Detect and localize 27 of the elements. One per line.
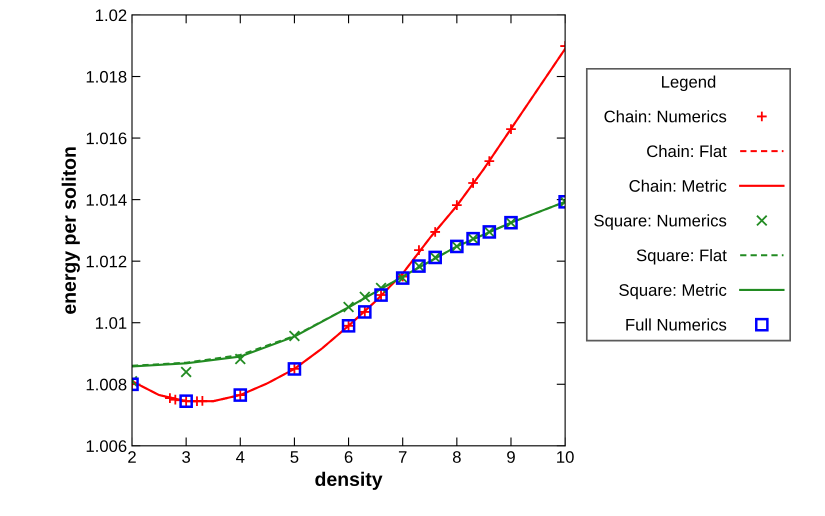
legend-label: Chain: Flat <box>647 144 727 158</box>
x-tick-label: 4 <box>236 451 244 463</box>
y-tick-label: 1.01 <box>96 317 126 329</box>
y-tick-label: 1.008 <box>86 378 126 390</box>
x-tick-label: 8 <box>452 451 461 463</box>
x-tick-label: 6 <box>344 451 352 463</box>
x-tick-label: 9 <box>507 451 515 463</box>
x-tick-label: 7 <box>398 451 406 463</box>
x-tick-label: 5 <box>290 451 298 463</box>
legend-label: Full Numerics <box>626 318 726 331</box>
y-tick-label: 1.014 <box>86 194 127 206</box>
y-axis-title: energy per soliton <box>62 147 80 314</box>
legend-title: Legend <box>662 75 716 92</box>
y-tick-label: 1.012 <box>86 256 126 268</box>
legend-label: Square: Numerics <box>594 214 726 230</box>
y-tick-label: 1.018 <box>86 70 126 83</box>
x-axis-title: density <box>315 472 382 490</box>
legend-label: Square: Metric <box>619 284 726 300</box>
x-tick-label: 10 <box>557 451 574 463</box>
y-tick-label: 1.016 <box>86 132 126 144</box>
legend-label: Square: Flat <box>636 249 727 265</box>
y-tick-label: 1.006 <box>86 440 126 452</box>
x-tick-label: 3 <box>182 451 190 463</box>
legend-label: Chain: Numerics <box>604 110 726 122</box>
x-tick-label: 2 <box>128 451 136 463</box>
y-tick-label: 1.02 <box>96 9 126 22</box>
legend-label: Chain: Metric <box>629 180 726 192</box>
